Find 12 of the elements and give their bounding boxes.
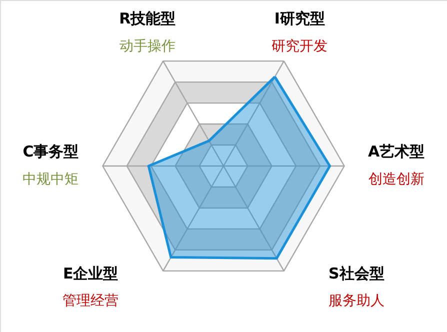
text: 动手操作 bbox=[119, 38, 176, 55]
spoke-label: A艺术型 bbox=[368, 142, 425, 160]
spoke-label: I研究型 bbox=[274, 10, 325, 28]
spoke-label: E企业型 bbox=[62, 264, 118, 282]
text: 创造创新 bbox=[368, 171, 424, 188]
spoke-label: R技能型 bbox=[119, 10, 176, 28]
text: 中规中矩 bbox=[22, 171, 79, 188]
spoke-label: S社会型 bbox=[328, 264, 384, 282]
spoke-label: C事务型 bbox=[22, 142, 79, 160]
text: 研究开发 bbox=[272, 38, 328, 55]
text: 管理经营 bbox=[62, 293, 119, 310]
text: 服务助人 bbox=[328, 293, 384, 310]
